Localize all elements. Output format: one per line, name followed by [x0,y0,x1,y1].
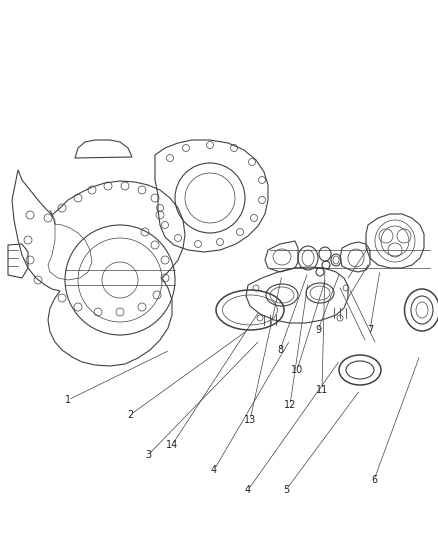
Text: 13: 13 [244,415,256,425]
Text: 3: 3 [145,450,151,460]
Text: 10: 10 [291,365,303,375]
Text: 14: 14 [166,440,178,450]
Text: 12: 12 [284,400,296,410]
Text: 6: 6 [371,475,377,485]
Text: 9: 9 [315,325,321,335]
Text: 8: 8 [277,345,283,355]
Text: 5: 5 [283,485,289,495]
Text: 4: 4 [245,485,251,495]
Text: 2: 2 [127,410,133,420]
Text: 11: 11 [316,385,328,395]
Text: 1: 1 [65,395,71,405]
Text: 4: 4 [211,465,217,475]
Text: 7: 7 [367,325,373,335]
